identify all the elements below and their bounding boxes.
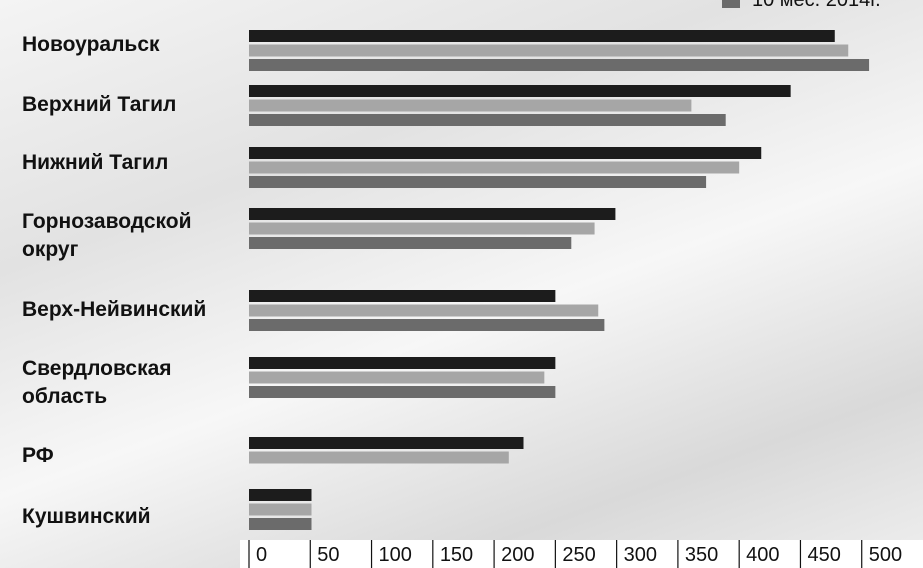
x-tick-label: 200	[501, 544, 534, 566]
legend-swatch	[722, 0, 740, 8]
bar	[249, 161, 740, 174]
bar	[249, 176, 707, 188]
bar	[249, 319, 605, 331]
bar	[249, 114, 726, 126]
bar	[249, 304, 599, 317]
x-tick-label: 250	[562, 544, 595, 566]
x-tick-label: 500	[869, 544, 902, 566]
axis-band	[240, 540, 923, 568]
category-label: Кушвинский	[22, 505, 151, 528]
bar	[249, 489, 312, 501]
bar	[249, 386, 556, 398]
category-label: Верхний Тагил	[22, 93, 177, 116]
bar	[249, 85, 791, 97]
bar	[249, 437, 524, 449]
x-tick-label: 0	[256, 544, 267, 566]
bar	[249, 59, 870, 71]
bar	[249, 147, 762, 159]
x-tick-label: 300	[624, 544, 657, 566]
x-tick-label: 350	[685, 544, 718, 566]
x-tick-label: 400	[746, 544, 779, 566]
category-label: Новоуральск	[22, 33, 160, 56]
bar	[249, 30, 835, 42]
bar	[249, 518, 312, 530]
x-tick-label: 150	[440, 544, 473, 566]
legend-label: 10 мес. 2014г.	[752, 0, 881, 11]
bar	[249, 451, 509, 464]
bar	[249, 290, 556, 302]
category-label: Свердловская область	[22, 357, 172, 408]
category-label: Верх-Нейвинский	[22, 298, 207, 321]
bar	[249, 357, 556, 369]
x-tick-label: 100	[379, 544, 412, 566]
bar	[249, 99, 692, 112]
category-label: РФ	[22, 444, 54, 467]
category-label: Горнозаводской округ	[22, 210, 192, 261]
bar	[249, 371, 545, 384]
bar	[249, 208, 616, 220]
category-label: Нижний Тагил	[22, 151, 169, 174]
bar	[249, 44, 849, 57]
bar	[249, 237, 572, 249]
x-tick-label: 450	[807, 544, 840, 566]
bar	[249, 503, 312, 516]
x-tick-label: 50	[317, 544, 339, 566]
bar	[249, 222, 595, 235]
